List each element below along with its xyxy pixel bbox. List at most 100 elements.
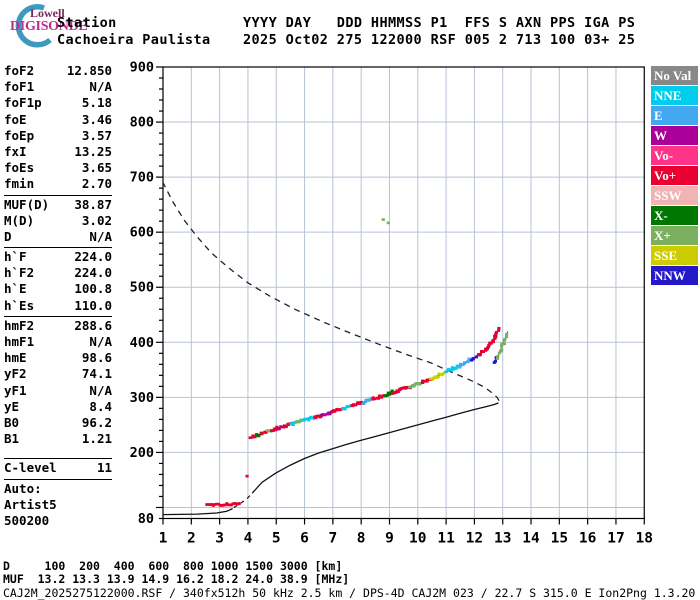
x-trace-dot — [493, 360, 497, 363]
legend-item-X+: X+ — [651, 226, 698, 245]
panel-separator — [4, 247, 112, 249]
o-trace-dot — [316, 414, 320, 418]
o-trace-dot — [454, 367, 458, 370]
param-value: 3.65 — [81, 160, 112, 176]
param-row-hF: h`F 224.0 — [4, 249, 112, 265]
o-trace-dot — [391, 392, 395, 395]
x-trace-dot — [500, 348, 504, 352]
param-row-yE: yE 8.4 — [4, 399, 112, 415]
legend-item-Vo+: Vo+ — [651, 166, 698, 185]
o-trace-dot — [451, 368, 456, 371]
o-trace-dot — [421, 381, 425, 384]
param-value: 12.850 — [66, 63, 112, 78]
valley-profile-dashed-curve — [233, 492, 253, 509]
x-tick-label-12: 12 — [466, 530, 483, 546]
param-row-fmin: fmin 2.70 — [4, 176, 112, 192]
param-row-hmF2: hmF2 288.6 — [4, 318, 112, 334]
topside-profile-dashed-curve — [162, 182, 500, 402]
o-trace-dot — [341, 407, 345, 410]
o-trace-dot — [458, 365, 462, 369]
y-tick-label-500: 500 — [130, 280, 154, 296]
o-trace-dot — [494, 332, 498, 336]
o-trace-dot — [480, 350, 484, 353]
panel-separator — [4, 458, 112, 460]
param-value: 98.6 — [81, 350, 112, 366]
param-row-D: D N/A — [4, 229, 112, 245]
param-label: B0 — [4, 414, 20, 430]
param-label: fmin — [4, 176, 35, 192]
x-tick-label-5: 5 — [272, 530, 281, 546]
noise-dot — [245, 474, 249, 478]
o-trace-dot — [339, 408, 343, 411]
o-trace-dot — [386, 391, 390, 395]
x-tick-label-14: 14 — [522, 530, 540, 546]
x-trace-dot — [497, 351, 502, 355]
o-trace-dot — [487, 345, 491, 349]
o-trace-dot — [426, 378, 430, 382]
es-trace-dot — [210, 503, 214, 506]
header-station-name: Cachoeira Paulista — [57, 32, 211, 48]
x-trace-dot — [504, 335, 509, 339]
o-trace-dot — [361, 402, 365, 405]
o-trace-dot — [436, 375, 440, 379]
panel-separator — [4, 194, 112, 196]
es-trace-dot — [213, 503, 217, 506]
logo-lowell-text: Lowell — [30, 6, 65, 20]
param-row-foF1: foF1 N/A — [4, 79, 112, 95]
param-label: foE — [4, 111, 27, 127]
param-row-foE: foE 3.46 — [4, 112, 112, 128]
param-row-MUFD: MUF(D) 38.87 — [4, 197, 112, 213]
panel-separator — [4, 478, 112, 480]
o-trace-dot — [491, 339, 495, 342]
o-trace-dot — [422, 379, 427, 383]
e-region-profile-curve — [162, 508, 233, 516]
f-region-profile-curve — [251, 402, 499, 494]
o-trace-dot — [404, 387, 408, 390]
param-label: foEs — [4, 160, 35, 176]
param-label: h`F — [4, 249, 27, 265]
o-trace-dot — [419, 382, 423, 385]
param-value: 2.70 — [81, 176, 112, 192]
o-trace-dot — [494, 331, 499, 334]
o-trace-dot — [389, 392, 393, 395]
o-trace-dot — [255, 434, 259, 437]
param-label: foEp — [4, 127, 35, 143]
o-trace-dot — [291, 421, 295, 425]
o-trace-dot — [328, 412, 332, 416]
x-trace-dot — [495, 357, 499, 360]
noise-dot — [381, 218, 385, 221]
noise-dot — [386, 221, 390, 225]
y-tick-label-900: 900 — [130, 60, 154, 76]
param-value: 38.87 — [74, 196, 112, 212]
param-value: 288.6 — [74, 317, 112, 333]
param-row-B0: B0 96.2 — [4, 415, 112, 431]
o-trace-dot — [429, 377, 433, 381]
o-trace-line — [250, 326, 500, 439]
o-trace-dot — [377, 394, 382, 398]
logo-digisonde-text: DIGISONDE — [10, 19, 88, 34]
param-row-foEs: foEs 3.65 — [4, 160, 112, 176]
o-trace-dot — [489, 341, 493, 345]
o-trace-dot — [286, 423, 290, 427]
o-trace-dot — [481, 350, 485, 353]
o-trace-dot — [385, 394, 389, 397]
o-trace-dot — [497, 327, 501, 330]
param-value: 110.0 — [74, 297, 112, 313]
o-trace-dot — [379, 396, 384, 399]
plot-frame — [162, 66, 645, 520]
param-row-C-level: C-level 11 — [4, 460, 112, 476]
o-trace-dot — [291, 423, 295, 426]
o-trace-dot — [251, 434, 255, 438]
x-tick-label-13: 13 — [494, 530, 511, 546]
o-trace-dot — [434, 376, 438, 379]
header-column-values: 2025 Oct02 275 122000 RSF 005 2 713 100 … — [243, 32, 636, 48]
x-tick-label-18: 18 — [636, 530, 653, 546]
es-trace-dot — [223, 503, 227, 507]
param-row-Artist5: Artist5 — [4, 497, 112, 513]
o-trace-dot — [421, 379, 425, 383]
x-tick-label-7: 7 — [328, 530, 337, 546]
o-trace-dot — [364, 398, 368, 402]
param-row-B1: B1 1.21 — [4, 431, 112, 447]
param-label: D — [4, 228, 12, 244]
